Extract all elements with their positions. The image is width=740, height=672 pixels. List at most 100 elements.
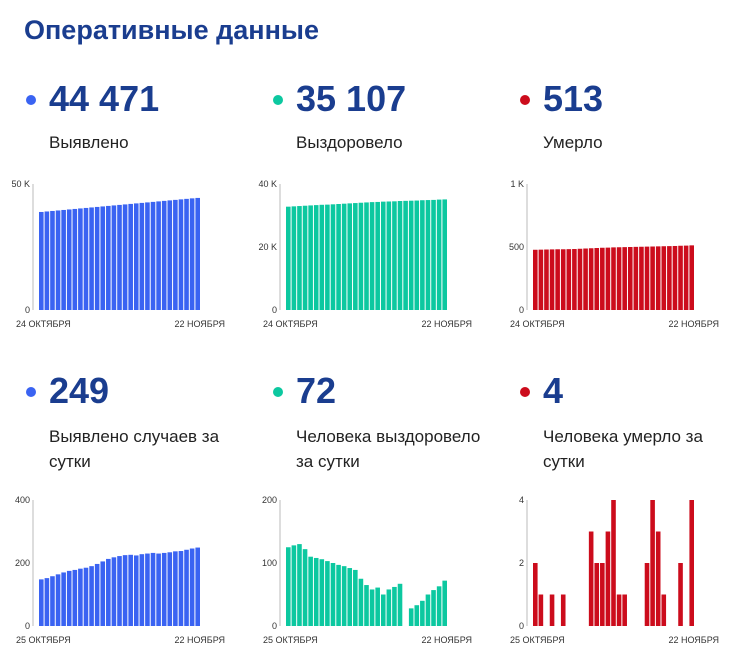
bar	[577, 248, 583, 310]
bar	[600, 563, 605, 626]
y-tick-label: 0	[272, 305, 277, 315]
bar	[150, 552, 156, 626]
bar	[39, 579, 44, 626]
y-tick-label: 500	[509, 242, 524, 252]
bar	[72, 569, 78, 626]
y-tick-label: 400	[15, 495, 30, 505]
bar	[55, 574, 61, 626]
bar	[549, 594, 555, 626]
bar	[50, 210, 55, 310]
bar	[650, 500, 655, 626]
stat-value: 513	[543, 78, 604, 119]
bar	[106, 205, 111, 310]
stat-panel: 35 107 Выздоровело 0 20 K 40 K 24 ОКТЯБРЯ 22 Н…	[258, 78, 519, 380]
bar	[291, 206, 297, 310]
x-end-label: 22 НОЯБРЯ	[668, 319, 719, 329]
bar	[431, 590, 436, 626]
bar	[644, 246, 650, 310]
bar	[436, 586, 442, 626]
y-tick-label: 0	[272, 621, 277, 631]
y-tick-label: 0	[519, 305, 524, 315]
bar-chart: 0 50 K 24 ОКТЯБРЯ 22 НОЯБРЯ	[11, 179, 225, 329]
bar	[150, 201, 156, 310]
bar-chart: 0 500 1 K 24 ОКТЯБРЯ 22 НОЯБРЯ	[509, 179, 719, 329]
bar	[689, 500, 694, 626]
bar	[117, 204, 122, 310]
bar	[544, 249, 549, 310]
bar	[549, 249, 555, 310]
bar	[583, 248, 588, 310]
bar	[83, 567, 89, 626]
bar	[364, 585, 369, 626]
bar	[291, 545, 297, 626]
bar	[442, 580, 447, 626]
bar	[336, 564, 341, 626]
bar	[44, 211, 50, 310]
bar	[420, 600, 425, 626]
bar	[50, 576, 55, 626]
bar	[605, 247, 611, 310]
bullet-icon	[26, 95, 36, 105]
bar	[369, 202, 375, 310]
bar	[353, 569, 358, 626]
bar	[313, 557, 319, 626]
bar	[369, 589, 375, 626]
bar	[189, 198, 195, 310]
bar	[325, 561, 330, 626]
bar	[128, 554, 133, 626]
bar	[156, 201, 161, 310]
bar	[678, 563, 683, 626]
bar	[39, 211, 44, 310]
bar-chart: 0 20 K 40 K 24 ОКТЯБРЯ 22 НОЯБРЯ	[258, 179, 472, 329]
bar	[622, 247, 627, 310]
bar	[297, 206, 302, 310]
x-end-label: 22 НОЯБРЯ	[421, 635, 472, 645]
y-tick-label: 0	[25, 305, 30, 315]
bar-chart: 0 200 400 25 ОКТЯБРЯ 22 НОЯБРЯ	[15, 495, 225, 645]
stat-panel: 4 Человека умерло за сутки 0 2 4 25 ОКТЯБРЯ 22…	[510, 370, 740, 672]
y-tick-label: 100	[262, 558, 277, 568]
bar	[572, 249, 577, 310]
bar	[195, 197, 200, 310]
bar	[661, 246, 667, 310]
bar	[386, 589, 392, 626]
bullet-icon	[273, 95, 283, 105]
bar	[605, 531, 611, 626]
bar	[341, 203, 347, 310]
bar	[392, 586, 397, 626]
bar	[89, 207, 94, 310]
bar	[336, 204, 341, 310]
bar	[94, 563, 100, 626]
bar	[655, 246, 661, 310]
bar	[414, 200, 420, 310]
bullet-icon	[26, 387, 36, 397]
stat-label: Выявлено	[49, 133, 129, 152]
stat-value: 44 471	[49, 78, 160, 119]
bar	[173, 199, 178, 310]
bar	[78, 208, 83, 310]
bar	[672, 245, 678, 310]
bar	[600, 247, 605, 310]
y-tick-label: 50 K	[11, 179, 30, 189]
bar	[689, 245, 694, 310]
bar	[330, 204, 336, 310]
bar	[302, 549, 308, 626]
bar	[414, 605, 420, 626]
bar	[655, 531, 661, 626]
bar	[286, 547, 291, 626]
y-tick-label: 40 K	[258, 179, 277, 189]
bar	[94, 206, 100, 310]
bar	[145, 202, 150, 310]
bar	[111, 557, 117, 626]
bar	[594, 563, 600, 626]
bar	[639, 246, 644, 310]
bar	[173, 551, 178, 626]
bar	[117, 556, 122, 626]
bar	[375, 201, 380, 310]
bar	[420, 200, 425, 310]
bar	[286, 206, 291, 310]
bar	[408, 200, 414, 310]
stat-label: Умерло	[543, 133, 603, 152]
bar	[330, 563, 336, 626]
bar	[533, 249, 538, 310]
